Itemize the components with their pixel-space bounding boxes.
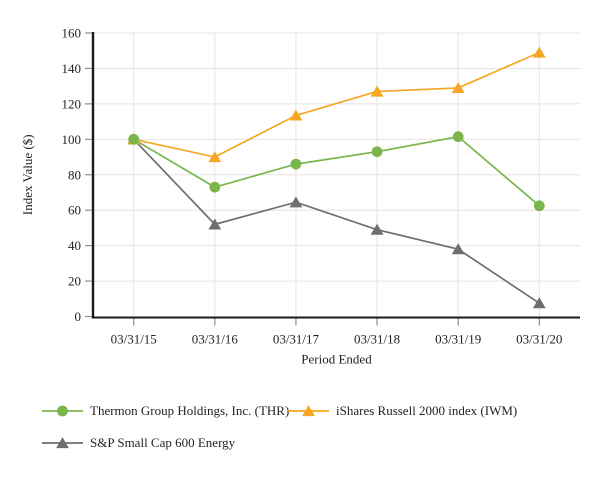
y-tick-label: 120 — [62, 96, 82, 111]
series-2-marker — [289, 196, 303, 208]
x-tick-label: 03/31/18 — [354, 332, 400, 347]
y-tick-label: 40 — [68, 238, 81, 253]
legend-item-sp-energy: S&P Small Cap 600 Energy — [42, 435, 235, 451]
legend-marker-orange-triangle-icon — [288, 405, 329, 417]
series-1-marker — [208, 151, 222, 163]
series-0-marker — [533, 200, 545, 212]
y-tick-label: 160 — [62, 26, 82, 41]
series-1-marker — [289, 109, 303, 121]
y-axis-title: Index Value ($) — [20, 134, 35, 215]
y-tick-label: 140 — [62, 61, 82, 76]
legend-marker-green-circle-icon — [42, 405, 83, 417]
legend-swatch-marker — [302, 405, 315, 417]
series-line-2 — [133, 138, 540, 304]
y-tick-label: 60 — [68, 203, 81, 218]
legend-marker-gray-triangle-icon — [42, 437, 83, 449]
legend-swatch-marker — [56, 437, 69, 449]
legend-swatch-marker — [57, 405, 68, 417]
x-tick-label: 03/31/17 — [273, 332, 320, 347]
legend-item-thermon: Thermon Group Holdings, Inc. (THR) — [42, 403, 289, 419]
series-0-marker — [371, 146, 383, 158]
y-tick-label: 0 — [75, 309, 82, 324]
series-2-marker — [451, 243, 465, 255]
legend-item-ishares: iShares Russell 2000 index (IWM) — [288, 403, 517, 419]
y-tick-label: 100 — [62, 132, 82, 147]
x-tick-label: 03/31/19 — [435, 332, 481, 347]
x-tick-label: 03/31/20 — [516, 332, 562, 347]
series-1-marker — [451, 82, 465, 94]
series-2-marker — [532, 297, 546, 309]
x-axis-title: Period Ended — [301, 352, 372, 367]
x-tick-label: 03/31/15 — [111, 332, 157, 347]
legend-label-ishares: iShares Russell 2000 index (IWM) — [336, 403, 518, 418]
x-tick-label: 03/31/16 — [192, 332, 239, 347]
series-0-marker — [209, 181, 221, 193]
legend-label-sp-energy: S&P Small Cap 600 Energy — [90, 435, 236, 450]
series-2-marker — [370, 223, 384, 235]
series-0-marker — [452, 131, 464, 143]
series-line-0 — [133, 135, 540, 207]
series-1-marker — [370, 85, 384, 97]
legend-label-thermon: Thermon Group Holdings, Inc. (THR) — [90, 403, 290, 418]
series-1-marker — [532, 46, 546, 58]
series-0-marker — [290, 158, 302, 170]
series-2-marker — [208, 218, 222, 230]
y-tick-label: 80 — [68, 167, 81, 182]
performance-line-chart: 0 20 40 60 80 100 120 140 160 03/31/15 03/31/16 03/… — [20, 26, 580, 367]
series-line-1 — [133, 51, 540, 158]
y-tick-label: 20 — [68, 274, 81, 289]
series-0-marker — [128, 133, 140, 145]
